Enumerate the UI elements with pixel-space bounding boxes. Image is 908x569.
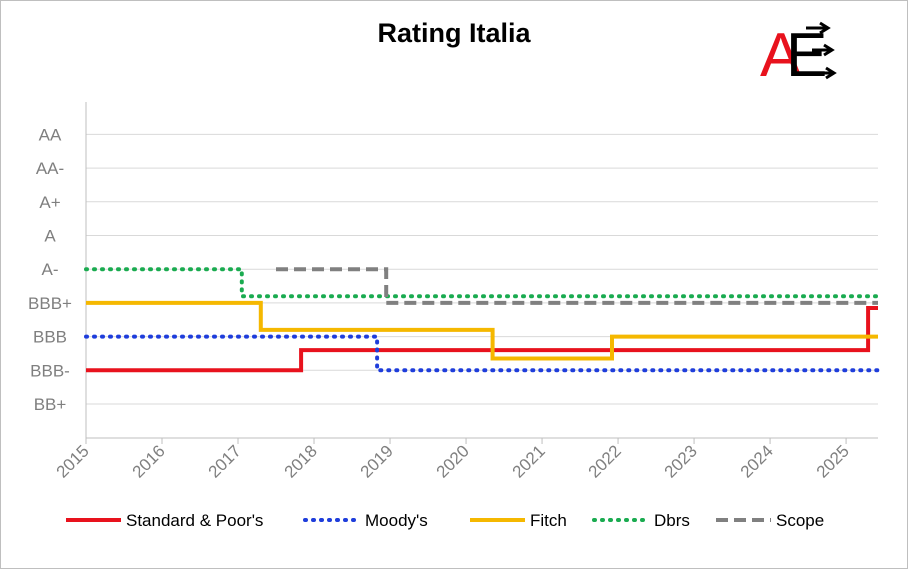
x-tick-label: 2018: [281, 441, 321, 481]
axes: [85, 102, 878, 444]
y-tick-label: BBB: [33, 328, 67, 347]
x-tick-label: 2021: [509, 441, 549, 481]
y-tick-label: AA: [39, 125, 62, 144]
series-line-moody-s: [84, 334, 880, 373]
logo-arrows-icon: [806, 21, 837, 80]
x-tick-label: 2017: [205, 441, 245, 481]
legend-label-scope: Scope: [776, 511, 824, 530]
y-tick-label: BBB+: [28, 294, 72, 313]
y-tick-label: BBB-: [30, 361, 70, 380]
x-tick-label: 2025: [813, 441, 853, 481]
series-line-standard-poor-s: [86, 306, 878, 373]
y-tick-label: A-: [42, 260, 59, 279]
y-tick-label: BB+: [34, 395, 67, 414]
series-lines: [84, 267, 880, 373]
ae-logo: A E: [760, 21, 837, 90]
logo-letter-a: A: [760, 21, 802, 90]
y-tick-labels: BB+ BBB- BBB BBB+ A- A A+ AA- AA: [28, 125, 72, 414]
series-line-dbrs: [84, 267, 880, 299]
x-tick-label: 2015: [53, 441, 93, 481]
legend-label-fitch: Fitch: [530, 511, 567, 530]
chart-title: Rating Italia: [377, 18, 531, 48]
legend-label-standard-poor-s: Standard & Poor's: [126, 511, 263, 530]
x-tick-label: 2016: [129, 441, 169, 481]
y-tick-label: A+: [39, 193, 60, 212]
legend: Standard & Poor's Moody's Fitch Dbrs Scope: [66, 511, 824, 530]
x-tick-label: 2022: [585, 441, 625, 481]
x-tick-label: 2024: [737, 441, 777, 481]
series-line-fitch: [86, 300, 878, 361]
x-tick-label: 2019: [357, 441, 397, 481]
x-tick-labels: 2015 2016 2017 2018 2019 2020 2021 2022 2023 2024…: [53, 441, 853, 481]
x-tick-label: 2020: [433, 441, 473, 481]
series-line-scope: [276, 267, 878, 305]
y-tick-label: AA-: [36, 159, 64, 178]
x-tick-label: 2023: [661, 441, 701, 481]
legend-label-dbrs: Dbrs: [654, 511, 690, 530]
y-tick-label: A: [44, 227, 56, 246]
legend-label-moody-s: Moody's: [365, 511, 428, 530]
